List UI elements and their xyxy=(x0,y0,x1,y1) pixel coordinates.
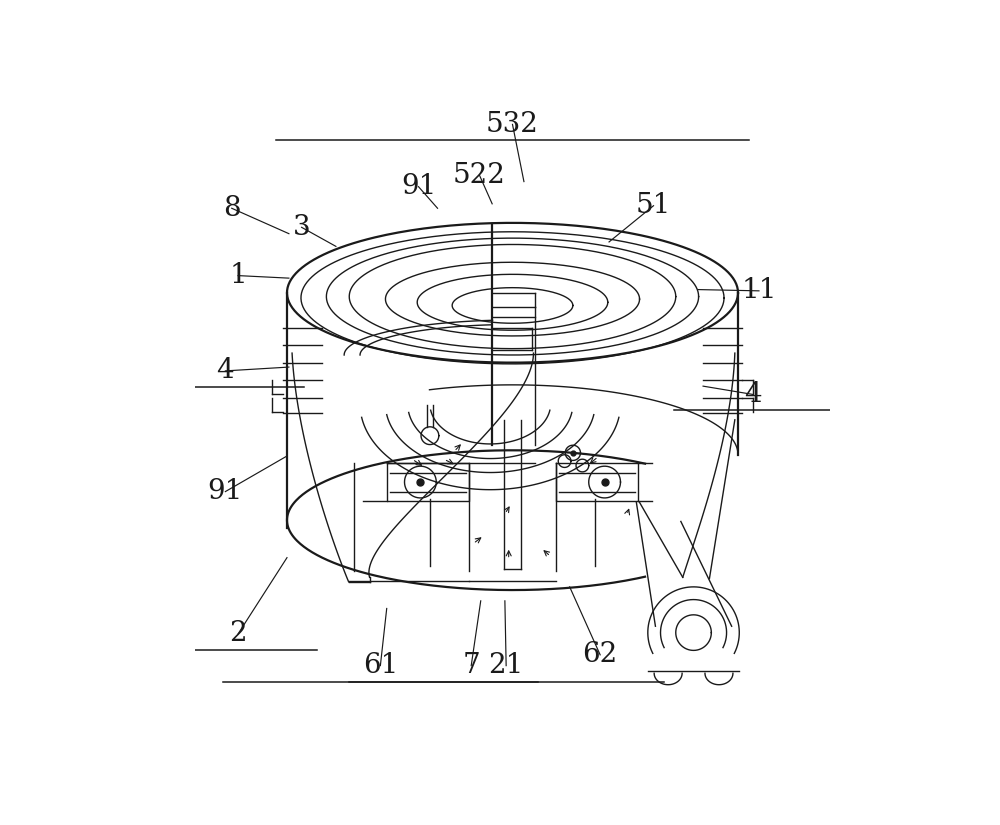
Text: 21: 21 xyxy=(488,652,524,679)
Text: 3: 3 xyxy=(293,214,310,241)
Text: 61: 61 xyxy=(363,652,398,679)
Text: 2: 2 xyxy=(229,620,247,648)
Text: 91: 91 xyxy=(401,173,436,200)
Text: 522: 522 xyxy=(453,162,506,189)
Text: 4: 4 xyxy=(217,357,234,384)
Text: 62: 62 xyxy=(583,641,618,668)
Text: 8: 8 xyxy=(223,195,241,222)
Text: 7: 7 xyxy=(462,652,480,679)
Text: 4: 4 xyxy=(744,381,761,408)
Text: 51: 51 xyxy=(636,192,671,219)
Text: 11: 11 xyxy=(741,277,777,304)
Text: 1: 1 xyxy=(229,262,247,289)
Text: 532: 532 xyxy=(486,111,539,138)
Text: 91: 91 xyxy=(208,478,243,505)
